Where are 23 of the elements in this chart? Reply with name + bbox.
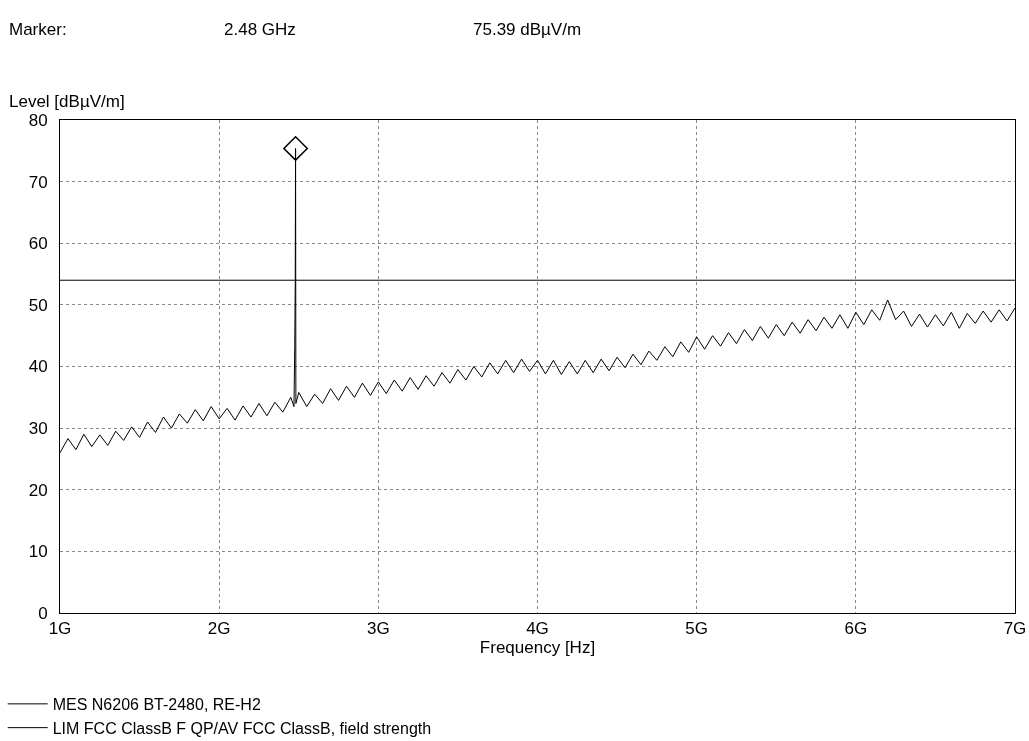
y-tick-label: 50: [28, 295, 48, 315]
y-tick-label: 30: [28, 419, 48, 439]
y-tick-label: 20: [28, 480, 48, 500]
y-tick-label: 40: [28, 357, 48, 377]
legend-label: LIM FCC ClassB F QP/AV FCC ClassB, field strength: [52, 719, 432, 737]
x-tick-label: 4G: [526, 619, 549, 639]
y-tick-label: 10: [28, 542, 48, 562]
x-tick-label: 6G: [844, 619, 868, 639]
x-tick-label: 1G: [48, 619, 72, 639]
y-axis-title: Level [dBµV/m]: [9, 92, 125, 111]
y-tick-label: 0: [38, 603, 48, 623]
x-tick-label: 7G: [1003, 619, 1027, 639]
text: 75.39 dBµV/m: [473, 20, 582, 39]
x-tick-label: 5G: [685, 619, 709, 639]
text: 2.48 GHz: [224, 20, 296, 39]
legend-label: MES N6206 BT-2480, RE-H2: [52, 696, 261, 714]
x-axis-title: Frequency [Hz]: [479, 638, 596, 658]
y-tick-label: 70: [28, 172, 48, 192]
x-tick-label: 2G: [207, 619, 231, 639]
y-tick-label: 80: [28, 110, 48, 130]
y-tick-label: 60: [28, 234, 48, 254]
x-tick-label: 3G: [366, 619, 390, 639]
text: Marker:: [9, 20, 67, 39]
